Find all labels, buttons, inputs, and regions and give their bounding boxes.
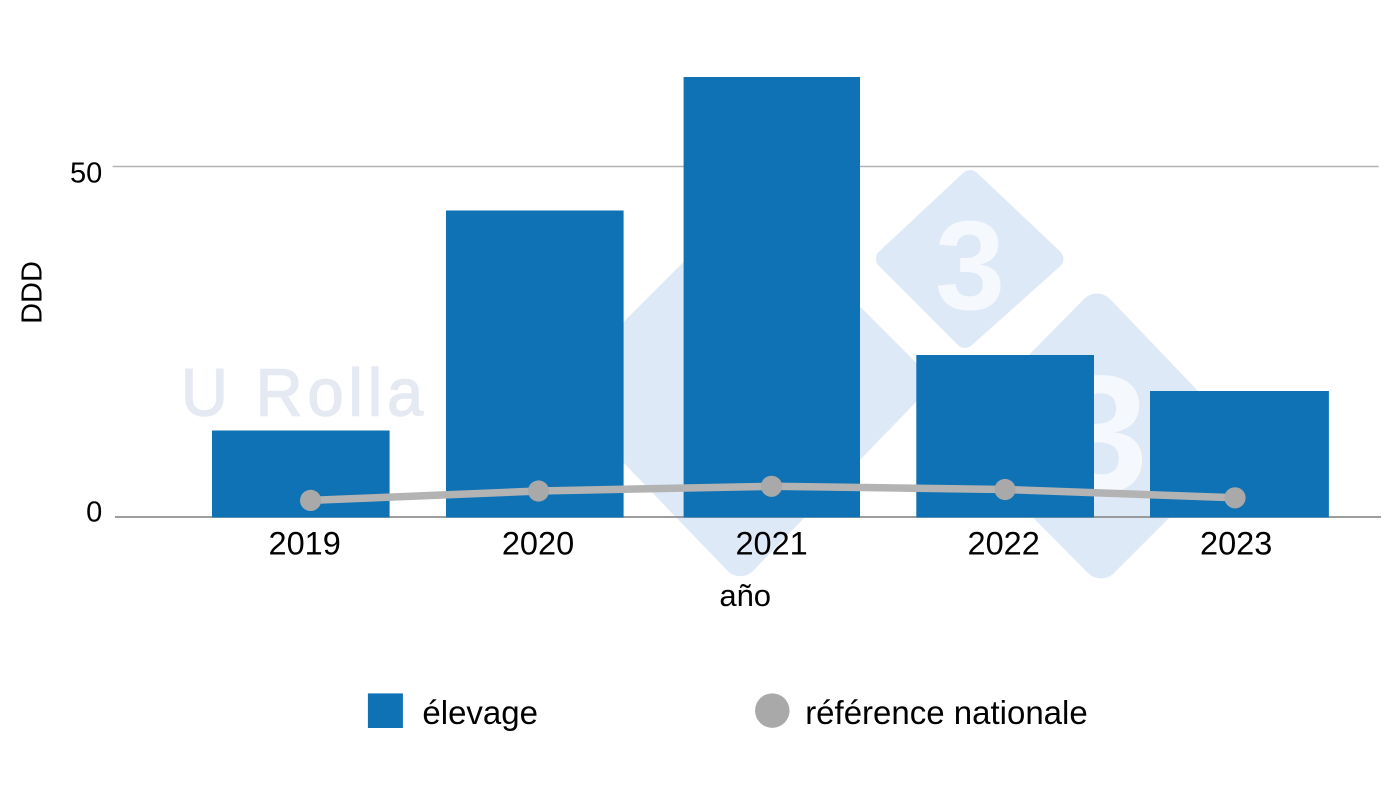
svg-text:3: 3: [935, 195, 1005, 336]
svg-text:0: 0: [86, 497, 102, 529]
svg-text:U Rolla: U Rolla: [181, 356, 428, 431]
svg-text:référence nationale: référence nationale: [805, 694, 1088, 731]
svg-text:2022: 2022: [968, 525, 1040, 561]
svg-text:2023: 2023: [1200, 525, 1272, 561]
svg-text:élevage: élevage: [422, 694, 538, 731]
svg-text:2019: 2019: [269, 525, 341, 561]
svg-text:2021: 2021: [735, 525, 807, 561]
svg-text:DDD: DDD: [17, 261, 49, 324]
svg-text:año: año: [719, 578, 771, 613]
svg-text:50: 50: [70, 157, 102, 189]
svg-text:2020: 2020: [502, 525, 574, 561]
